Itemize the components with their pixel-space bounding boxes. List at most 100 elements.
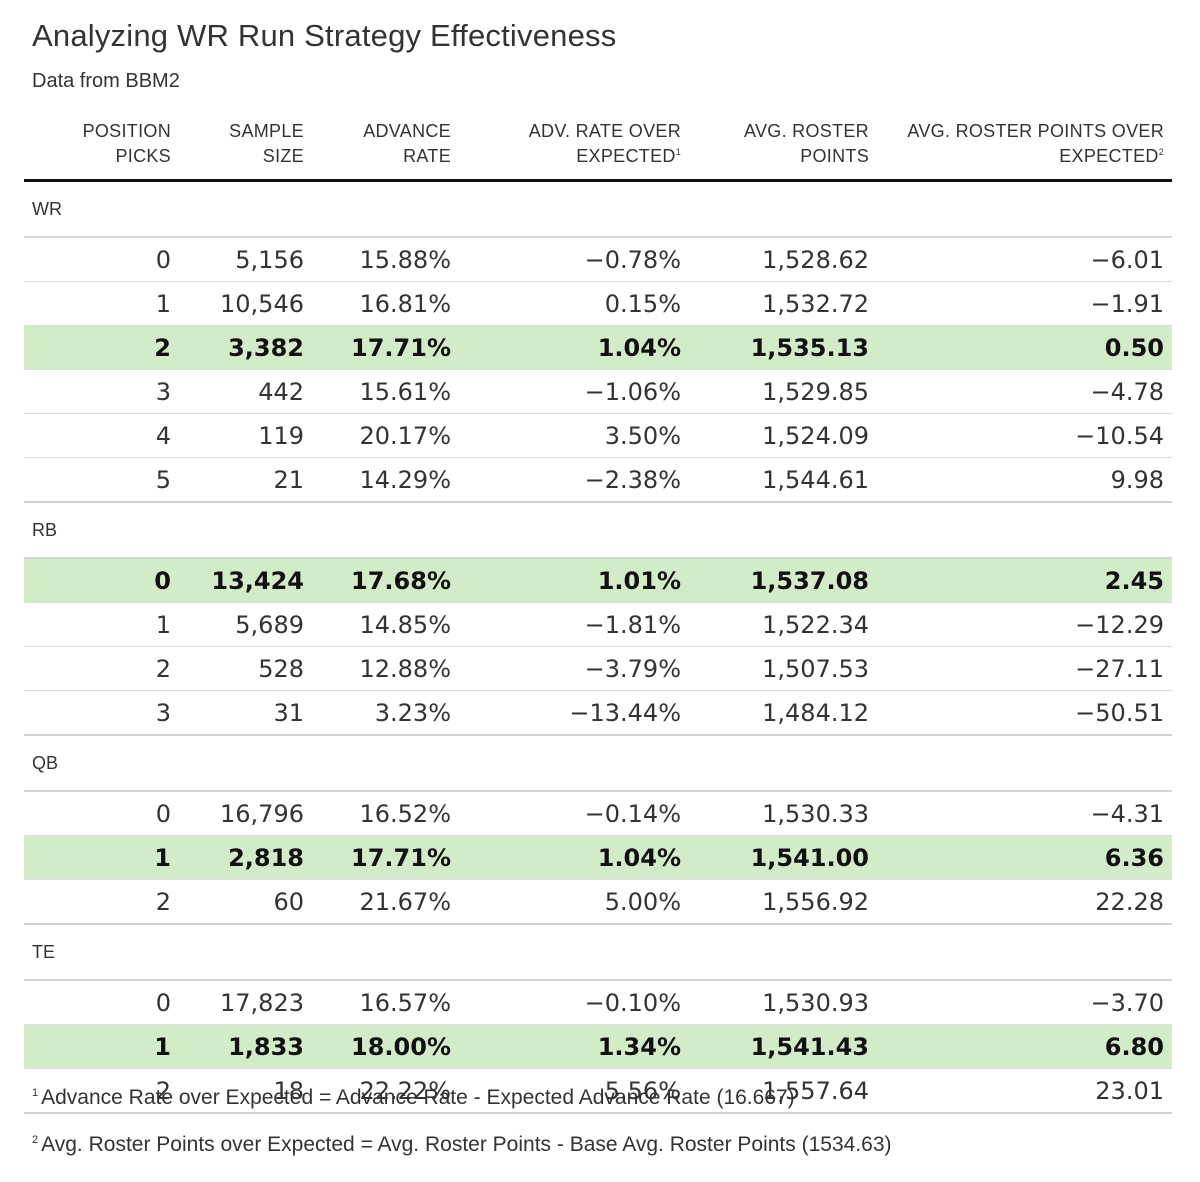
cell-position-picks: 1 [24,602,179,647]
cell-adv-rate-over-expected: −0.78% [459,237,689,282]
cell-sample-size: 17,823 [179,980,312,1025]
page-subtitle: Data from BBM2 [32,70,180,92]
group-label: QB [24,735,1172,792]
header-line: SAMPLE [229,121,304,141]
cell-avg-roster-points-over-expected: 22.28 [877,879,1172,925]
footnote-marker: 2 [1158,147,1164,157]
header-line: EXPECTED [576,146,676,166]
cell-sample-size: 31 [179,690,312,736]
cell-advance-rate: 14.85% [312,602,459,647]
cell-adv-rate-over-expected: −0.14% [459,791,689,836]
header-line: ADVANCE [363,121,451,141]
cell-sample-size: 1,833 [179,1024,312,1069]
cell-avg-roster-points: 1,537.08 [689,558,877,603]
cell-advance-rate: 15.61% [312,369,459,414]
table-row: 1 5,689 14.85% −1.81% 1,522.34 −12.29 [24,602,1172,647]
cell-advance-rate: 14.29% [312,457,459,503]
cell-avg-roster-points: 1,530.33 [689,791,877,836]
cell-sample-size: 528 [179,646,312,691]
cell-advance-rate: 17.71% [312,835,459,880]
footnote-marker: 1 [675,147,681,157]
cell-adv-rate-over-expected: 1.34% [459,1024,689,1069]
cell-avg-roster-points-over-expected: −4.31 [877,791,1172,836]
cell-sample-size: 5,689 [179,602,312,647]
cell-advance-rate: 16.81% [312,281,459,326]
cell-position-picks: 5 [24,457,179,503]
header-line: AVG. ROSTER POINTS OVER [907,121,1164,141]
group-row: TE [24,924,1172,981]
table-row: 4 119 20.17% 3.50% 1,524.09 −10.54 [24,413,1172,458]
table-row: 5 21 14.29% −2.38% 1,544.61 9.98 [24,457,1172,503]
cell-avg-roster-points-over-expected: −12.29 [877,602,1172,647]
cell-avg-roster-points: 1,529.85 [689,369,877,414]
cell-advance-rate: 21.67% [312,879,459,925]
cell-position-picks: 2 [24,325,179,370]
cell-avg-roster-points: 1,524.09 [689,413,877,458]
cell-position-picks: 1 [24,835,179,880]
group-label: WR [24,180,1172,238]
cell-avg-roster-points-over-expected: 9.98 [877,457,1172,503]
column-header-avg-roster-points-over-expected: AVG. ROSTER POINTS OVER EXPECTED2 [877,108,1172,182]
cell-adv-rate-over-expected: 5.00% [459,879,689,925]
cell-adv-rate-over-expected: 3.50% [459,413,689,458]
page-title: Analyzing WR Run Strategy Effectiveness [32,18,617,53]
cell-advance-rate: 17.71% [312,325,459,370]
cell-advance-rate: 16.52% [312,791,459,836]
footnote-marker: 1 [32,1087,39,1099]
cell-advance-rate: 18.00% [312,1024,459,1069]
header-line: POSITION [82,121,171,141]
table-row: 2 60 21.67% 5.00% 1,556.92 22.28 [24,879,1172,925]
header-line: POINTS [800,146,869,166]
cell-position-picks: 1 [24,281,179,326]
cell-avg-roster-points: 1,484.12 [689,690,877,736]
cell-avg-roster-points-over-expected: 6.80 [877,1024,1172,1069]
cell-advance-rate: 3.23% [312,690,459,736]
cell-sample-size: 3,382 [179,325,312,370]
column-header-position-picks: POSITION PICKS [24,108,179,182]
cell-position-picks: 1 [24,1024,179,1069]
cell-position-picks: 2 [24,646,179,691]
table-row-highlighted: 2 3,382 17.71% 1.04% 1,535.13 0.50 [24,325,1172,370]
table-row-highlighted: 1 1,833 18.00% 1.34% 1,541.43 6.80 [24,1024,1172,1069]
table-header: POSITION PICKS SAMPLE SIZE ADVANCE RATE … [24,108,1172,182]
cell-sample-size: 21 [179,457,312,503]
cell-avg-roster-points-over-expected: 0.50 [877,325,1172,370]
header-line: RATE [403,146,451,166]
cell-avg-roster-points: 1,556.92 [689,879,877,925]
cell-sample-size: 60 [179,879,312,925]
footnote: 1 Advance Rate over Expected = Advance Ra… [32,1086,892,1133]
cell-avg-roster-points: 1,522.34 [689,602,877,647]
table-row: 0 5,156 15.88% −0.78% 1,528.62 −6.01 [24,237,1172,282]
cell-advance-rate: 17.68% [312,558,459,603]
cell-position-picks: 0 [24,791,179,836]
table-body: WR 0 5,156 15.88% −0.78% 1,528.62 −6.01 1 10,546… [24,180,1172,1114]
cell-sample-size: 119 [179,413,312,458]
table-container: POSITION PICKS SAMPLE SIZE ADVANCE RATE … [24,108,1172,1114]
table-row-highlighted: 0 13,424 17.68% 1.01% 1,537.08 2.45 [24,558,1172,603]
cell-avg-roster-points-over-expected: 2.45 [877,558,1172,603]
group-label: TE [24,924,1172,981]
cell-adv-rate-over-expected: −13.44% [459,690,689,736]
cell-avg-roster-points: 1,535.13 [689,325,877,370]
cell-sample-size: 10,546 [179,281,312,326]
cell-avg-roster-points-over-expected: −1.91 [877,281,1172,326]
cell-avg-roster-points: 1,557.64 [689,1068,877,1114]
header-line: AVG. ROSTER [744,121,869,141]
cell-avg-roster-points-over-expected: −10.54 [877,413,1172,458]
cell-position-picks: 3 [24,690,179,736]
cell-sample-size: 18 [179,1068,312,1114]
cell-adv-rate-over-expected: −2.38% [459,457,689,503]
cell-avg-roster-points-over-expected: 23.01 [877,1068,1172,1114]
table-row: 2 18 22.22% 5.56% 1,557.64 23.01 [24,1068,1172,1114]
footnote-text: Avg. Roster Points over Expected = Avg. … [41,1133,892,1156]
cell-avg-roster-points-over-expected: −4.78 [877,369,1172,414]
header-line: ADV. RATE OVER [528,121,681,141]
footnote: 2 Avg. Roster Points over Expected = Avg.… [32,1133,892,1180]
cell-adv-rate-over-expected: 5.56% [459,1068,689,1114]
group-row: QB [24,735,1172,792]
cell-avg-roster-points-over-expected: 6.36 [877,835,1172,880]
cell-position-picks: 0 [24,237,179,282]
table-row-highlighted: 1 2,818 17.71% 1.04% 1,541.00 6.36 [24,835,1172,880]
cell-position-picks: 0 [24,558,179,603]
column-header-sample-size: SAMPLE SIZE [179,108,312,182]
